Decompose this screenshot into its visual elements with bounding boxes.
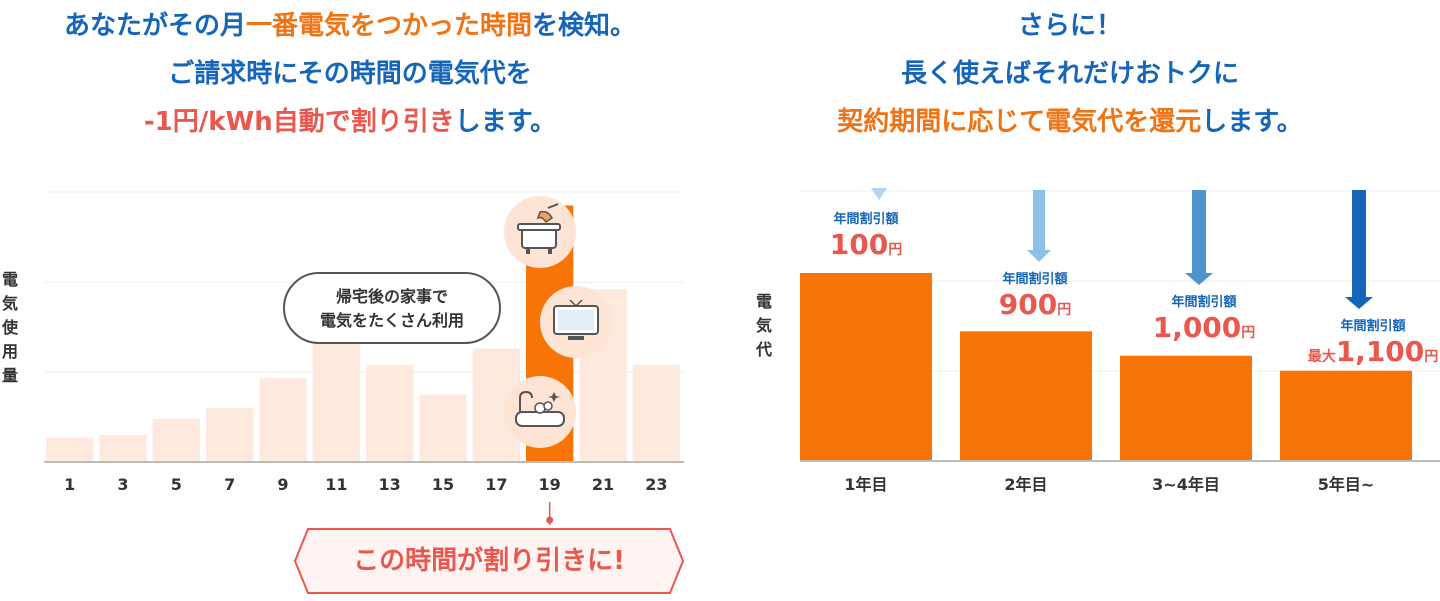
right-headline-line3: 契約期間に応じて電気代を還元します。: [720, 96, 1420, 148]
reduction-arrow-head: [1185, 273, 1213, 285]
axis-label-char: 使: [1, 318, 18, 337]
tick-label: 15: [432, 475, 454, 494]
refund-label: 年間割引額: [1171, 295, 1237, 310]
refund-value: 900: [998, 288, 1058, 321]
usage-axis-label: 電 気 使 用 量: [0, 268, 20, 388]
tick-label: 9: [277, 475, 288, 494]
tick-label: 23: [645, 475, 667, 494]
tick-label: 2年目: [1004, 475, 1047, 494]
axis-label-char: 用: [1, 342, 18, 361]
bar: [152, 418, 200, 462]
tick-label: 7: [224, 475, 235, 494]
refund-amount: 100円: [800, 228, 932, 261]
tick-label: 5: [171, 475, 182, 494]
headline-text: します。: [1201, 107, 1303, 137]
reduction-arrow-head: [1345, 297, 1373, 309]
axis-label-char: 気: [1, 294, 18, 313]
axis-label-char: 気: [755, 316, 772, 335]
usage-callout: 帰宅後の家事で 電気をたくさん利用: [283, 272, 501, 344]
left-headline-line3: -1円/kWh自動で割り引きします。: [0, 96, 700, 148]
right-headline-line1: さらに！: [1017, 11, 1122, 41]
reduction-arrow-shaft: [1192, 190, 1206, 273]
right-panel: さらに！ 長く使えばそれだけおトクに 契約期間に応じて電気代を還元します。 電 …: [720, 0, 1440, 601]
bar: [632, 364, 680, 462]
bar: [1120, 355, 1252, 461]
tick-label: 3~4年目: [1152, 475, 1220, 494]
refund-unit: 円: [1241, 325, 1256, 341]
reduction-arrow-shaft: [1352, 190, 1366, 297]
left-headline-line1: あなたがその月一番電気をつかった時間を検知。: [0, 0, 700, 52]
callout-line: 電気をたくさん利用: [319, 311, 464, 330]
callout-line: 帰宅後の家事で: [335, 287, 448, 306]
reduction-arrow-head: [1027, 250, 1051, 262]
bar: [206, 408, 254, 462]
headline-highlight: 一番電気をつかった時間: [245, 11, 532, 41]
headline-text: あなたがその月: [63, 11, 246, 41]
tick-label: 13: [379, 475, 401, 494]
refund-label: 年間割引額: [1002, 272, 1068, 287]
tick-label: 17: [485, 475, 507, 494]
tick-label: 21: [592, 475, 614, 494]
bar: [800, 273, 932, 461]
axis-label-char: 電: [1, 270, 18, 289]
axis-label-char: 電: [755, 292, 772, 311]
tick-label: 3: [117, 475, 128, 494]
highlight-connector-dot: [546, 516, 554, 524]
discount-badge: この時間が割り引きに!: [294, 528, 684, 594]
tick-label: 5年目~: [1318, 475, 1375, 494]
refund-unit: 円: [888, 242, 903, 258]
refund-amount: 最大1,100円: [1307, 335, 1439, 368]
tick-label: 1年目: [844, 475, 887, 494]
bar: [46, 437, 94, 462]
cooking-pot-icon: [504, 196, 576, 268]
refund-label: 年間割引額: [833, 212, 899, 227]
reduction-arrow-shaft: [1033, 190, 1045, 250]
tick-label: 11: [325, 475, 347, 494]
refund-amount: 900円: [969, 288, 1101, 321]
cost-bar-chart: 1年目 2年目 3~4年目 5年目~: [800, 188, 1440, 494]
headline-highlight: -1円/kWh自動で割り引き: [143, 107, 455, 137]
bar: [419, 394, 467, 462]
refund-label: 年間割引額: [1340, 319, 1406, 334]
headline-text: を検知。: [532, 11, 637, 41]
headline-highlight: 契約期間に応じて電気代を還元: [837, 107, 1202, 137]
discount-badge-frame: [294, 528, 684, 594]
bar: [366, 364, 414, 462]
left-headline-line2: ご請求時にその時間の電気代を: [168, 59, 532, 89]
television-icon: [540, 286, 612, 358]
bar: [312, 335, 360, 462]
left-panel: あなたがその月一番電気をつかった時間を検知。 ご請求時にその時間の電気代を -1…: [0, 0, 700, 594]
refund-prefix: 最大: [1307, 349, 1336, 365]
bathtub-icon: [504, 376, 576, 448]
refund-value: 1,000: [1152, 311, 1242, 344]
bar: [99, 435, 147, 462]
refund-value: 1,100: [1335, 335, 1425, 368]
bar: [960, 331, 1092, 461]
cost-axis-label: 電 気 代: [754, 290, 774, 362]
right-headline-line2: 長く使えばそれだけおトクに: [900, 59, 1239, 89]
highlight-tick-label: 19: [539, 475, 561, 494]
tick-label: 1: [64, 475, 75, 494]
refund-unit: 円: [1424, 349, 1439, 365]
headline-text: します。: [454, 107, 557, 137]
bar: [1280, 370, 1412, 461]
discount-label: この時間が割り引きに!: [353, 546, 625, 576]
bar: [259, 378, 307, 462]
refund-amount: 1,000円: [1138, 311, 1270, 344]
reduction-arrow-head: [871, 188, 887, 200]
axis-label-char: 代: [755, 340, 772, 359]
refund-unit: 円: [1057, 302, 1072, 318]
refund-value: 100: [829, 228, 889, 261]
axis-label-char: 量: [1, 366, 18, 385]
